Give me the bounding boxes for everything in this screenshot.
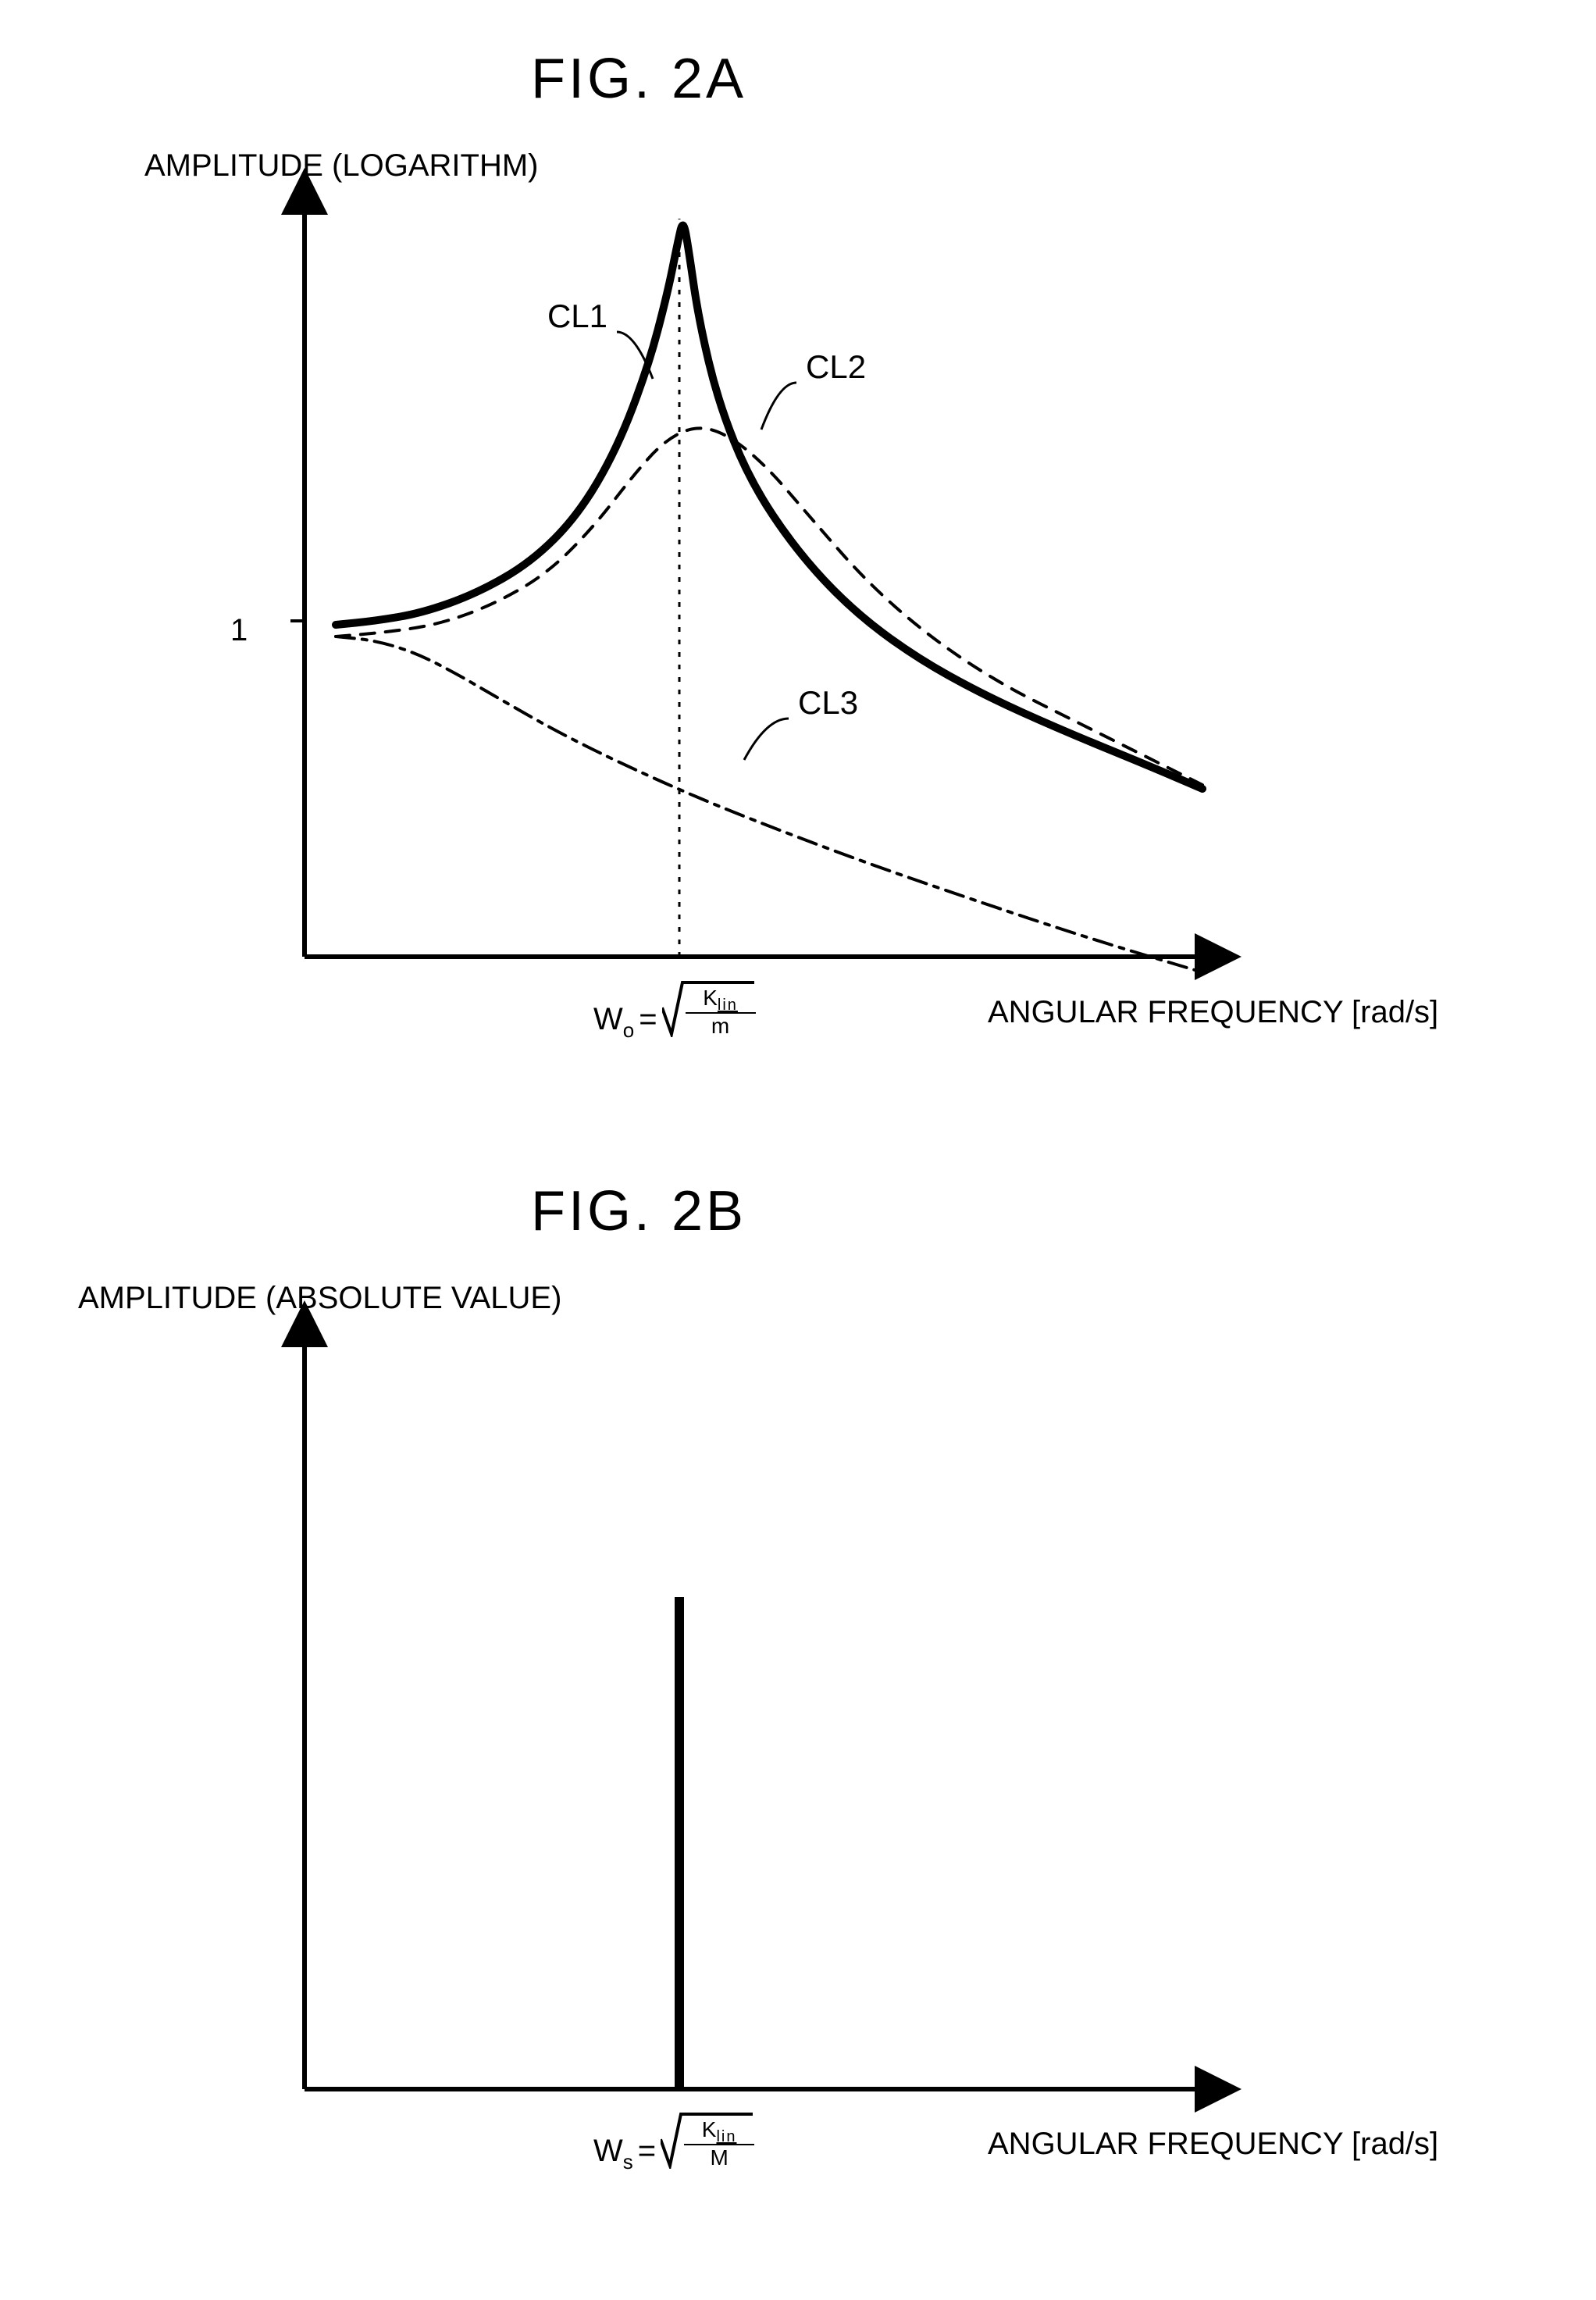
fig-a-title: FIG. 2A — [531, 47, 746, 111]
fig-b-xlabel: ANGULAR FREQUENCY [rad/s] — [988, 2127, 1438, 2162]
curve-cl3 — [336, 637, 1202, 972]
fig-a-xlabel: ANGULAR FREQUENCY [rad/s] — [988, 995, 1438, 1030]
fig-b-chart — [273, 1300, 1242, 2120]
fig-b-formula: Ws=KlinM — [593, 2106, 754, 2169]
curve-label-cl2: CL2 — [806, 348, 866, 385]
fig-b-title: FIG. 2B — [531, 1179, 746, 1243]
curve-label-cl1: CL1 — [547, 298, 607, 334]
fig-a-chart: CL1 CL2 CL3 — [273, 168, 1242, 988]
fig-a-formula: Wo=Klinm — [593, 975, 756, 1037]
fig-a-ytick-1: 1 — [230, 613, 248, 648]
curve-label-cl3: CL3 — [798, 684, 858, 721]
curve-cl1 — [336, 226, 1202, 789]
